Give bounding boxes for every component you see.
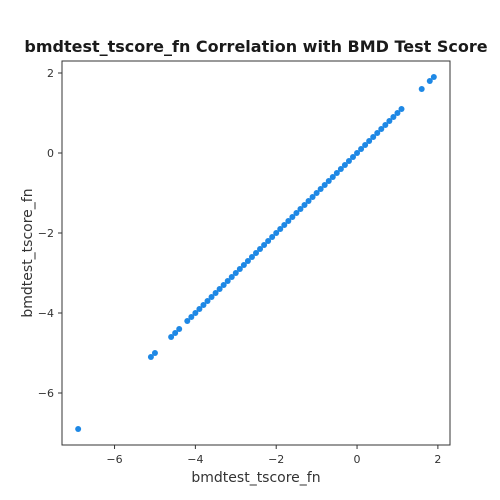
data-point (240, 262, 247, 268)
data-point (301, 202, 308, 208)
data-point (394, 110, 401, 116)
data-point (398, 106, 405, 112)
y-tick-label: −6 (38, 387, 54, 400)
data-point (289, 214, 296, 220)
data-point (309, 194, 316, 200)
x-tick-label: 2 (434, 453, 441, 466)
data-point (305, 198, 312, 204)
data-point (220, 282, 227, 288)
x-tick-label: 0 (354, 453, 361, 466)
y-tick-label: −4 (38, 307, 54, 320)
data-point (350, 154, 356, 160)
data-point (390, 114, 397, 120)
data-point (277, 226, 284, 232)
data-point (273, 230, 280, 236)
data-point (192, 310, 199, 316)
data-point (244, 258, 251, 264)
data-point (378, 126, 385, 132)
y-tick-label: −2 (38, 227, 54, 240)
data-point (172, 330, 179, 336)
data-point (430, 74, 437, 80)
data-point (204, 298, 211, 304)
data-point (196, 306, 203, 312)
data-point (317, 186, 324, 192)
data-point (366, 138, 373, 144)
x-axis: −6 −4 −2 0 2 (106, 445, 441, 466)
data-point (325, 178, 332, 184)
x-tick-label: −4 (187, 453, 203, 466)
data-point (248, 254, 255, 260)
data-point (216, 286, 223, 292)
data-point (168, 334, 175, 340)
y-tick-label: 2 (47, 67, 54, 80)
data-point (345, 158, 352, 164)
data-point (212, 290, 219, 296)
data-points (75, 74, 437, 432)
data-point (257, 246, 264, 252)
data-point (236, 266, 243, 272)
y-axis-label: bmdtest_tscore_fn (20, 188, 36, 317)
data-point (293, 210, 300, 216)
x-axis-label: bmdtest_tscore_fn (191, 470, 320, 486)
data-point (341, 162, 348, 168)
data-point (200, 302, 207, 308)
data-point (333, 170, 340, 176)
data-point (261, 242, 268, 248)
data-point (418, 86, 425, 92)
data-point (297, 206, 304, 212)
data-point (253, 250, 259, 256)
data-point (426, 78, 433, 84)
data-point (329, 174, 336, 180)
x-tick-label: −6 (106, 453, 122, 466)
y-tick-label: 0 (47, 147, 54, 160)
data-point (224, 278, 231, 284)
data-point (285, 218, 292, 224)
plot-frame (61, 60, 451, 446)
data-point (358, 146, 365, 152)
data-point (228, 274, 235, 280)
data-point (151, 350, 158, 356)
data-point (188, 314, 195, 320)
y-axis: −6 −4 −2 0 2 (38, 67, 62, 400)
data-point (232, 270, 239, 276)
data-point (281, 222, 288, 228)
data-point (313, 190, 320, 196)
data-point (321, 182, 328, 188)
data-point (374, 130, 381, 136)
data-point (382, 122, 389, 128)
chart-title: bmdtest_tscore_fn Correlation with BMD T… (24, 37, 487, 56)
data-point (354, 150, 361, 156)
data-point (208, 294, 215, 300)
data-point (265, 238, 272, 244)
data-point (337, 166, 344, 172)
data-point (75, 426, 82, 432)
data-point (184, 318, 191, 324)
data-point (269, 234, 276, 240)
data-point (362, 142, 369, 148)
data-point (147, 354, 154, 360)
data-point (386, 118, 393, 124)
x-tick-label: −2 (268, 453, 284, 466)
data-point (370, 134, 377, 140)
data-point (176, 326, 183, 332)
